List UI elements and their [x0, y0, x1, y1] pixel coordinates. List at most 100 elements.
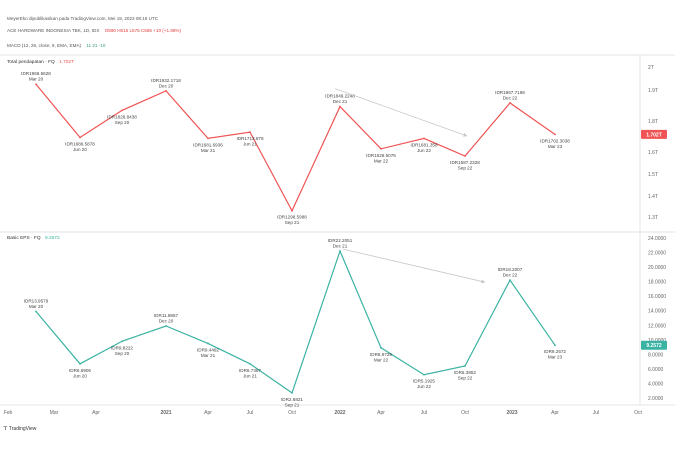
eps-value-label: IDR9.2572	[544, 349, 566, 354]
time-axis-tick: Feb	[4, 410, 13, 416]
revenue-point	[380, 147, 382, 150]
macd-line: MACD (12, 26, close, 9, EMA, EMA) 11 21 …	[7, 43, 105, 48]
eps-date-label: Mar 20	[29, 304, 44, 309]
eps-date-label: Dec 20	[159, 319, 174, 324]
eps-point	[249, 362, 251, 365]
eps-value-label: IDR22.2051	[328, 238, 353, 243]
tradingview-wordmark: TradingView	[8, 426, 37, 432]
eps-value-label: IDR5.1925	[413, 379, 435, 384]
eps-point	[207, 342, 209, 345]
eps-last-badge	[641, 340, 667, 350]
eps-date-label: Mar 23	[548, 355, 563, 360]
revenue-value-label: IDR1867.7168	[495, 90, 525, 95]
symbol-line: ACE HARDWARE INDONESIA TBK, 1D, IDX O590…	[7, 28, 181, 33]
revenue-date-label: Jun 20	[73, 147, 87, 152]
revenue-y-tick: 1.4T	[648, 194, 658, 200]
published-note: MeyerEko dipublikasikan pada TradingView…	[7, 16, 159, 21]
eps-y-tick: 6.0000	[648, 367, 664, 373]
eps-value-label: IDR8.9729	[370, 352, 392, 357]
revenue-value-label: IDR1686.5878	[65, 141, 95, 146]
revenue-date-label: Mar 20	[29, 77, 44, 82]
revenue-value-label: IDR1966.5628	[21, 71, 51, 76]
time-axis-tick: Jul	[593, 410, 599, 416]
revenue-point	[423, 137, 425, 140]
revenue-date-label: Jun 21	[243, 142, 257, 147]
eps-legend-title: Basic EPS · FQ	[7, 236, 41, 241]
revenue-value-label: IDR1587.2328	[450, 160, 480, 165]
eps-date-label: Jun 20	[73, 373, 87, 378]
revenue-date-label: Mar 21	[201, 148, 216, 153]
eps-point	[35, 310, 37, 313]
revenue-trend-arrow	[334, 88, 468, 137]
time-axis-tick: Oct	[634, 410, 642, 416]
eps-point	[380, 346, 382, 349]
revenue-point	[339, 105, 341, 108]
time-axis-tick: Oct	[288, 410, 296, 416]
time-axis-tick: 2023	[506, 410, 517, 416]
revenue-y-tick: 2T	[648, 65, 654, 71]
revenue-y-tick: 1.8T	[648, 119, 658, 125]
revenue-point	[291, 209, 293, 212]
eps-point	[423, 373, 425, 376]
eps-legend: Basic EPS · FQ 9.2572	[7, 236, 60, 241]
revenue-point	[207, 137, 209, 140]
eps-y-tick: 22.0000	[648, 251, 666, 257]
eps-trend-arrow	[342, 248, 486, 284]
eps-y-tick: 16.0000	[648, 294, 666, 300]
revenue-value-label: IDR1849.2248	[325, 94, 355, 99]
revenue-date-label: Mar 22	[374, 158, 389, 163]
revenue-series-line	[35, 83, 556, 213]
revenue-date-label: Dec 20	[159, 83, 174, 88]
eps-date-label: Jun 22	[417, 384, 431, 389]
time-axis-tick: Oct	[461, 410, 469, 416]
eps-last-badge-text: 9.2572	[646, 343, 662, 349]
time-axis-tick: Apr	[377, 410, 385, 416]
revenue-point	[121, 109, 123, 112]
revenue-y-tick: 1.5T	[648, 172, 658, 178]
revenue-date-label: Dec 21	[333, 99, 348, 104]
eps-value-label: IDR6.7367	[239, 368, 261, 373]
time-axis-tick: Apr	[92, 410, 100, 416]
eps-date-label: Dec 21	[333, 244, 348, 249]
revenue-value-label: IDR1626.5076	[366, 153, 396, 158]
tradingview-icon: ⊤	[3, 426, 8, 432]
eps-value-label: IDR9.4492	[197, 347, 219, 352]
eps-point	[121, 340, 123, 343]
revenue-date-label: Sep 20	[115, 120, 130, 125]
time-axis-tick: 2021	[160, 410, 171, 416]
eps-y-tick: 24.0000	[648, 236, 666, 242]
revenue-point	[464, 155, 466, 157]
eps-value-label: IDR6.3852	[454, 370, 476, 375]
revenue-date-label: Dec 22	[503, 95, 518, 100]
eps-date-label: Jun 21	[243, 373, 257, 378]
eps-point	[464, 365, 466, 367]
revenue-point	[554, 133, 556, 136]
revenue-value-label: IDR1713.878	[236, 136, 264, 141]
eps-y-tick: 18.0000	[648, 280, 666, 286]
eps-series-line	[35, 249, 556, 394]
time-axis-tick: Mar	[50, 410, 59, 416]
time-axis-tick: Jul	[247, 410, 253, 416]
eps-date-label: Mar 22	[374, 357, 389, 362]
revenue-date-label: Sep 22	[458, 166, 473, 171]
eps-legend-value: 9.2572	[44, 236, 60, 241]
revenue-date-label: Mar 23	[548, 144, 563, 149]
revenue-value-label: IDR1681.358	[410, 142, 438, 147]
revenue-y-tick: 1.9T	[648, 88, 658, 94]
eps-date-label: Sep 21	[285, 402, 300, 407]
revenue-value-label: IDR1932.1718	[151, 78, 181, 83]
eps-y-tick: 20.0000	[648, 265, 666, 271]
eps-y-tick: 14.0000	[648, 309, 666, 315]
eps-point	[79, 362, 81, 365]
revenue-last-badge	[641, 129, 667, 139]
eps-y-tick: 2.0000	[648, 396, 664, 402]
revenue-point	[165, 89, 167, 92]
revenue-date-label: Jun 22	[417, 148, 431, 153]
symbol-name: ACE HARDWARE INDONESIA TBK, 1D, IDX	[7, 28, 100, 33]
eps-value-label: IDR11.8857	[154, 313, 179, 318]
revenue-value-label: IDR1298.5988	[277, 215, 307, 220]
tradingview-logo[interactable]: ⊤ TradingView	[3, 426, 36, 432]
revenue-date-label: Sep 21	[285, 220, 300, 225]
eps-y-tick: 12.0000	[648, 323, 666, 329]
